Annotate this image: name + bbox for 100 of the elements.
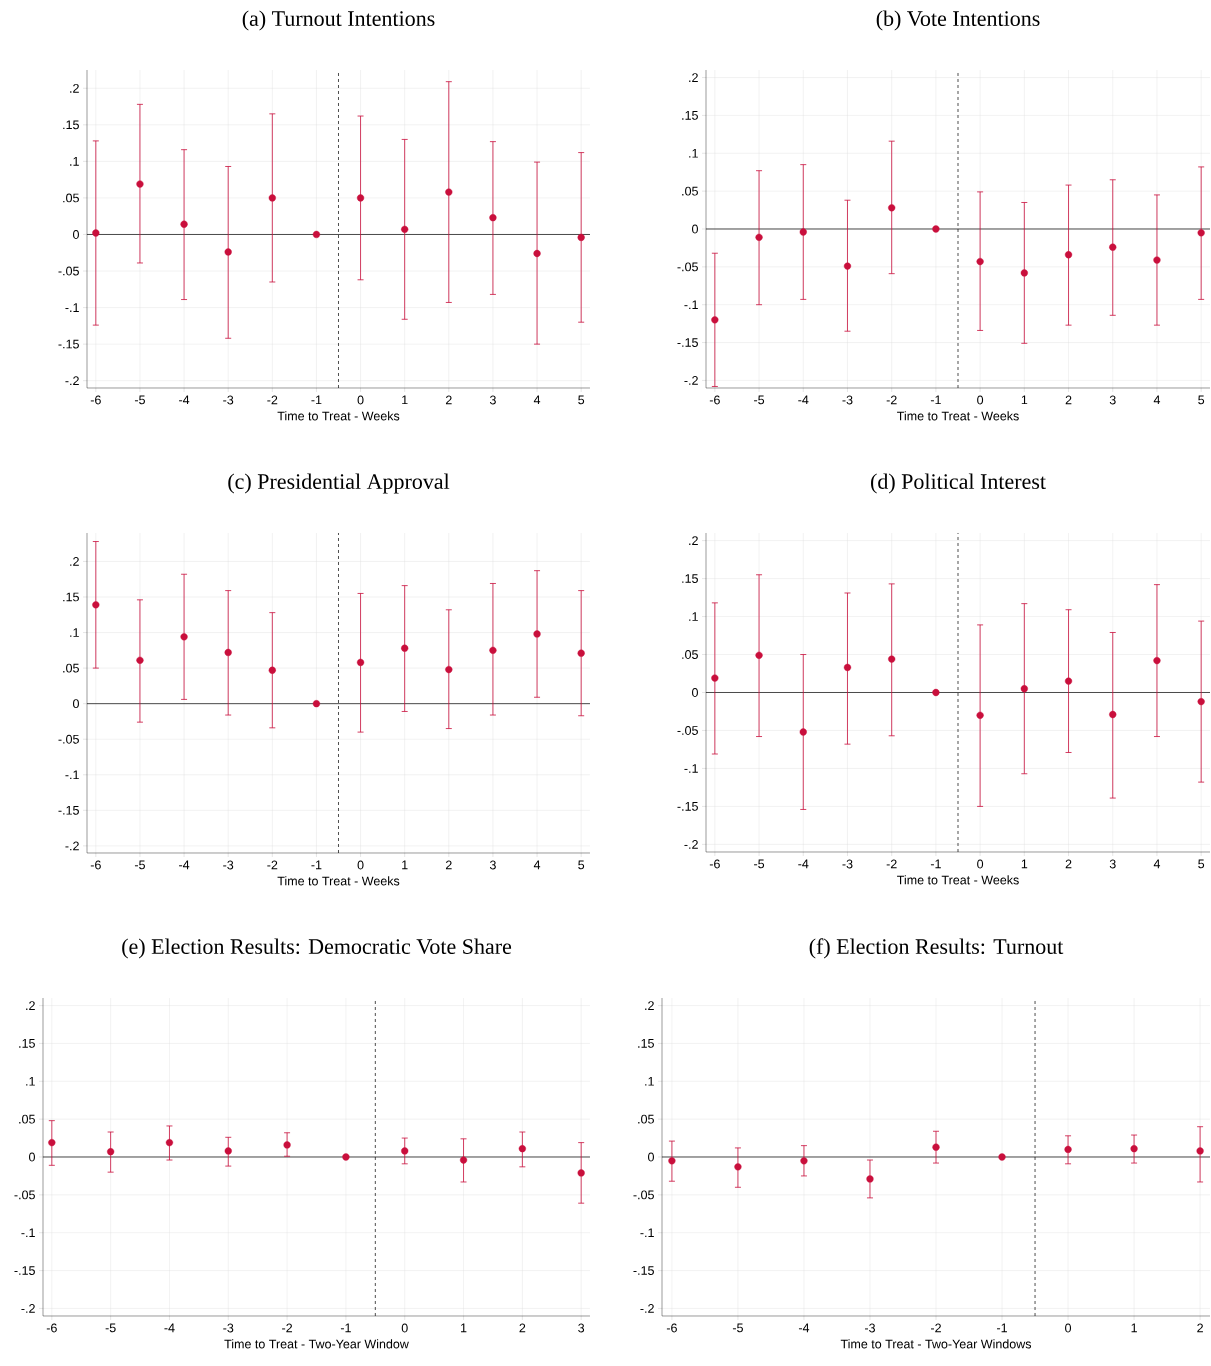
x-tick-label: 2 [445,860,452,870]
x-axis-title: Time to Treat - Two-Year Windows [840,1339,1032,1349]
point [518,1145,526,1153]
y-tick-label: -.1 [65,770,79,780]
point [799,228,807,236]
y-tick-label: .15 [63,592,79,602]
y-tick-label: -.05 [14,1190,35,1200]
point [445,188,453,196]
point [533,249,541,258]
x-tick-label: -2 [931,1323,941,1333]
y-tick-label: .1 [689,612,698,621]
point [843,663,852,672]
y-tick-label: .2 [26,1001,35,1010]
point [312,230,321,239]
point [577,649,585,657]
x-tick-label: 0 [977,859,984,869]
y-tick-label: -.1 [65,303,79,312]
x-tick-label: -1 [997,1323,1007,1333]
point [268,194,276,202]
point [734,1163,742,1171]
point [1197,229,1205,237]
x-tick-label: -1 [311,395,322,405]
point [92,601,100,609]
x-tick-label: 3 [578,1323,585,1333]
point [224,648,232,657]
chart-title: (f) Election Results: Turnout [809,938,1064,959]
x-tick-label: 5 [578,860,585,870]
point [577,1169,585,1177]
x-tick-label: -4 [179,395,190,405]
point [711,674,719,682]
point [998,1153,1006,1161]
x-tick-label: 1 [1131,1323,1137,1333]
x-tick-label: 3 [489,860,496,870]
point [1064,251,1073,259]
point [1109,710,1117,719]
x-tick-label: -6 [709,395,720,405]
x-tick-label: 3 [1109,859,1116,869]
y-tick-label: -.2 [640,1304,654,1313]
x-tick-label: -2 [886,859,897,869]
x-tick-label: -1 [930,395,941,405]
point [976,711,984,719]
y-tick-label: -.1 [21,1228,35,1238]
x-tick-label: -6 [90,395,101,405]
y-tick-label: .05 [638,1114,654,1124]
point [932,688,940,697]
y-tick-label: .15 [638,1039,654,1048]
point [401,225,409,233]
y-tick-label: .05 [63,193,79,203]
x-tick-label: -3 [842,395,853,405]
y-tick-label: 0 [648,1152,654,1162]
point [1020,685,1028,693]
y-tick-label: -.1 [640,1228,654,1238]
point [107,1148,115,1156]
x-tick-label: -3 [223,860,234,870]
point [932,1143,940,1151]
y-tick-label: 0 [692,688,698,697]
x-tick-label: -1 [340,1323,351,1333]
point [1130,1145,1138,1153]
y-tick-label: -.15 [58,805,79,815]
y-tick-label: .1 [70,157,79,166]
point [283,1141,291,1149]
x-axis-title: Time to Treat - Weeks [897,411,1019,421]
x-tick-label: 5 [1198,859,1205,869]
x-axis-title: Time to Treat - Weeks [277,411,400,421]
point [1064,677,1073,685]
x-tick-label: 1 [402,395,408,405]
x-tick-label: -2 [267,395,278,405]
x-axis-title: Time to Treat - Two-Year Window [224,1339,409,1349]
x-tick-label: -3 [223,1323,234,1333]
x-tick-label: -5 [134,860,145,870]
point [866,1175,874,1183]
point [755,651,763,659]
point [1020,269,1028,277]
point [1197,698,1205,706]
chart-title: (e) Election Results: Democratic Vote Share [122,938,512,959]
chart-title: (d) Political Interest [871,473,1046,494]
point [92,229,100,237]
y-tick-label: .2 [645,1001,654,1010]
point [1109,243,1117,251]
y-tick-label: -.15 [14,1266,35,1275]
x-tick-label: -1 [930,859,941,869]
x-tick-label: -3 [864,1323,875,1333]
y-tick-label: .15 [63,120,79,130]
point [799,728,807,736]
y-tick-label: -.05 [677,262,698,272]
y-tick-label: -.05 [58,266,79,276]
chart-title: (b) Vote Intentions [876,10,1040,31]
y-tick-label: -.1 [684,764,698,773]
y-tick-label: .1 [645,1076,654,1086]
point [401,1147,409,1155]
x-tick-label: 1 [1021,395,1028,405]
y-tick-label: .1 [70,628,79,637]
x-tick-label: -5 [105,1323,116,1333]
point [165,1139,174,1147]
point [356,194,365,202]
x-tick-label: -4 [798,395,809,405]
point [445,665,453,674]
point [1196,1147,1204,1155]
point [1153,256,1161,264]
point [224,1147,232,1155]
